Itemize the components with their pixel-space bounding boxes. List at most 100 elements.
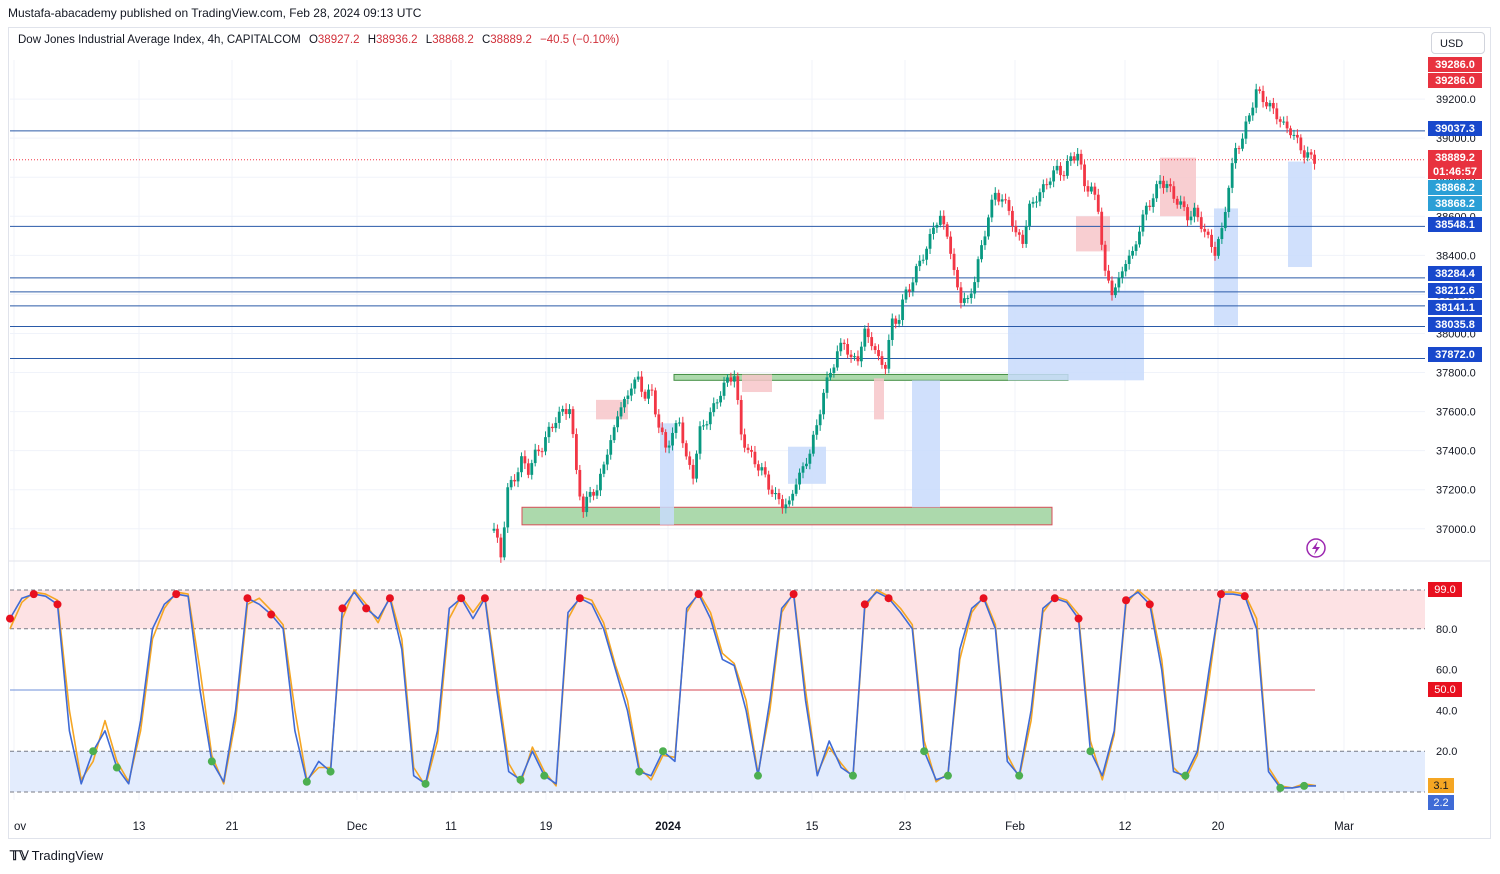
candle-body [842, 342, 846, 345]
oversold-dot [943, 771, 952, 780]
overbought-dot [29, 590, 38, 599]
candle-body [753, 451, 757, 465]
candle-body [585, 496, 589, 513]
candle-body [1206, 231, 1210, 235]
price-label-low: 38868.2 [1428, 180, 1482, 195]
lightning-icon[interactable] [1306, 538, 1326, 558]
candle-body [1258, 89, 1262, 91]
overbought-dot [979, 594, 988, 603]
price-label-text: 38284.4 [1435, 268, 1476, 280]
candle-body [571, 409, 575, 435]
osc-axis: 80.0 60.0 40.0 20.0 [1436, 624, 1457, 758]
candle-body [667, 445, 671, 448]
candle-body [997, 192, 1001, 202]
zone-demand-green [521, 506, 1053, 526]
candle-body [1038, 192, 1042, 202]
candle-body [1021, 234, 1025, 244]
price-label-level: 38548.1 [1428, 217, 1482, 232]
candle-body [688, 456, 692, 465]
candle-body [976, 259, 980, 283]
candle-body [750, 449, 753, 452]
price-label-level: 38035.8 [1428, 317, 1482, 332]
candle-body [1193, 207, 1196, 217]
candle-body [1096, 194, 1100, 212]
candle-body [1244, 121, 1248, 139]
price-label-text: 38889.2 [1435, 152, 1475, 164]
oversold-dot [326, 767, 335, 776]
osc-label-bg [1428, 778, 1454, 793]
candle-body [537, 449, 541, 452]
candle-body [1182, 201, 1186, 208]
ohlc-open-value: 38927.2 [317, 34, 360, 46]
osc-label-bg [1428, 582, 1462, 597]
candle-body [705, 424, 709, 426]
candle-body [1065, 160, 1069, 176]
candle-body [1302, 150, 1306, 158]
candle-body [777, 493, 781, 500]
overbought-dot [6, 614, 14, 623]
price-label-text: 39037.3 [1435, 123, 1475, 135]
candle-body [684, 443, 688, 457]
candle-body [626, 395, 630, 399]
candle-body [1261, 90, 1265, 103]
time-tick-label: Dec [347, 821, 368, 833]
candle-body [1100, 211, 1104, 245]
candle-body [966, 298, 970, 300]
candle-body [993, 192, 997, 200]
price-label-text: 38548.1 [1435, 219, 1475, 231]
price-label-text: 38868.2 [1435, 182, 1475, 194]
overbought-dot [860, 600, 869, 609]
candle-body [1220, 228, 1224, 240]
price-label-low: 38868.2 [1428, 196, 1482, 211]
time-tick-label: Mar [1334, 821, 1354, 833]
candle-body [805, 463, 808, 467]
candle-body [880, 356, 884, 365]
candle-body [1227, 187, 1231, 212]
price-label-bg [1428, 300, 1482, 315]
oversold-dot [1086, 747, 1095, 756]
candle-body [894, 318, 898, 324]
price-label-bg [1428, 196, 1482, 211]
candle-body [1093, 186, 1097, 195]
candle-body [853, 356, 856, 358]
oversold-dot [302, 777, 311, 786]
price-label-countdown: 01:46:57 [1428, 164, 1482, 179]
candle-body [935, 224, 939, 228]
candle-body [1052, 170, 1056, 182]
candle-body [774, 493, 777, 495]
candle-body [1251, 107, 1255, 116]
candle-body [664, 432, 668, 448]
price-tick-label: 37000.0 [1436, 524, 1476, 536]
candle-body [739, 399, 743, 435]
oversold-dot [1015, 771, 1024, 780]
candle-body [616, 416, 619, 428]
candle-body [554, 422, 558, 429]
demand-box [1008, 290, 1144, 381]
time-tick-label: 23 [899, 821, 912, 833]
candle-body [547, 426, 551, 438]
overbought-dot [172, 590, 181, 599]
currency-button[interactable]: USD [1431, 32, 1485, 54]
candle-body [1172, 186, 1176, 199]
candle-body [533, 449, 537, 464]
price-tick-label: 37800.0 [1436, 368, 1476, 380]
price-label-high: 39286.0 [1428, 73, 1482, 88]
candle-body [1289, 128, 1292, 136]
candle-body [818, 414, 822, 426]
candle-body [499, 537, 503, 558]
candle-body [1162, 180, 1165, 188]
candle-body [918, 260, 922, 267]
candle-body [678, 422, 681, 424]
overbought-dot [694, 590, 703, 599]
tradingview-logo[interactable]: 𝕋𝕍 TradingView [10, 848, 103, 864]
candle-body [643, 391, 647, 399]
overbought-dot [243, 594, 252, 603]
price-label-bg [1428, 266, 1482, 281]
price-change: −40.5 (−0.10%) [540, 34, 620, 46]
candle-body [969, 293, 973, 299]
candle-body [602, 464, 606, 474]
candle-body [1076, 153, 1080, 161]
candle-body [952, 253, 956, 270]
oversold-dot [89, 747, 98, 756]
